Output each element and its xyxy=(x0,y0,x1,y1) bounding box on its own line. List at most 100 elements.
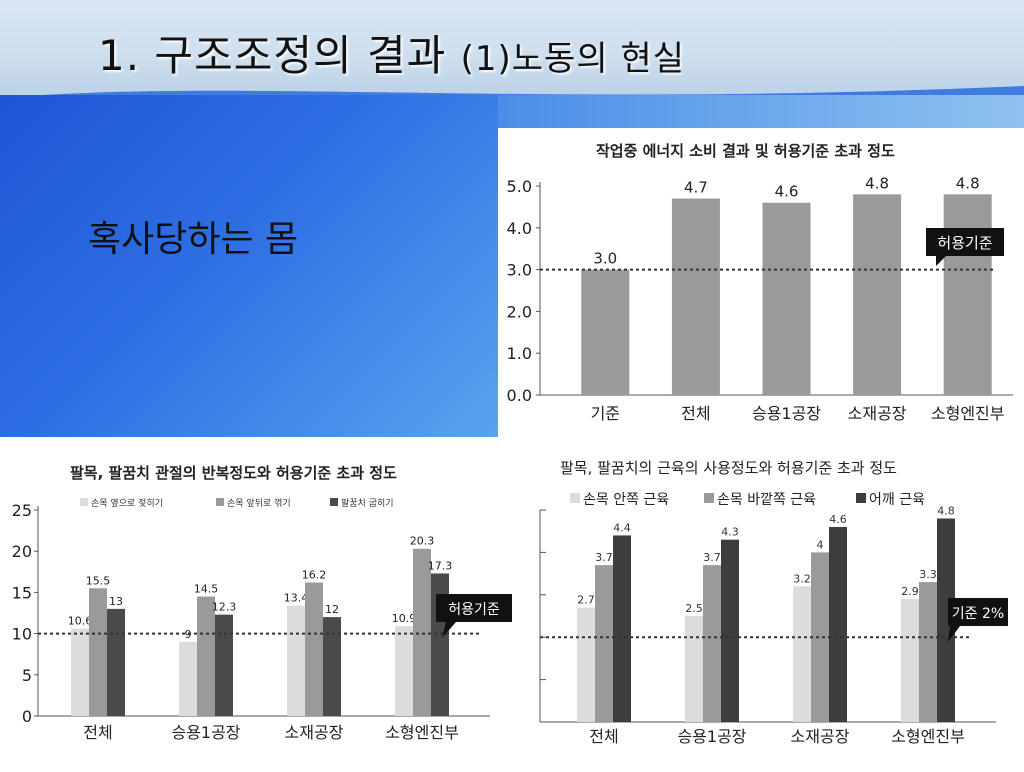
blue-panel xyxy=(0,95,498,437)
data-label: 14.5 xyxy=(194,583,219,596)
data-label: 16.2 xyxy=(302,569,327,582)
y-tick-label: 0.0 xyxy=(507,386,532,405)
title-main: 1. 구조조정의 결과 xyxy=(98,31,461,80)
chart-title: 팔목, 팔꿈치의 근육의 사용정도와 허용기준 초과 정도 xyxy=(560,459,897,477)
legend-label: 손목 옆으로 젖히기 xyxy=(91,497,163,509)
legend-swatch xyxy=(704,493,714,503)
y-tick-label: 2.0 xyxy=(507,302,532,321)
data-label: 4 xyxy=(817,538,824,551)
bar xyxy=(179,641,197,716)
bar xyxy=(811,552,829,722)
title-sub: (1)노동의 현실 xyxy=(460,39,685,79)
legend-label: 어깨 근육 xyxy=(869,492,925,508)
x-tick-label: 전체 xyxy=(589,727,618,746)
legend-label: 손목 앞뒤로 꺾기 xyxy=(227,497,291,509)
bar xyxy=(71,628,89,716)
data-label: 4.8 xyxy=(865,174,889,192)
legend-swatch xyxy=(216,498,224,506)
y-tick-label: 5 xyxy=(22,666,32,685)
data-label: 3.2 xyxy=(793,572,811,585)
energy-chart: 작업중 에너지 소비 결과 및 허용기준 초과 정도 0.0 1.0 2.0 3.0 4.… xyxy=(507,142,1013,423)
chart-title: 팔목, 팔꿈치 관절의 반복정도와 허용기준 초과 정도 xyxy=(70,464,397,482)
y-tick-label: 3.0 xyxy=(507,261,532,280)
data-label: 2.5 xyxy=(685,602,703,615)
data-label: 12 xyxy=(325,603,339,616)
bar xyxy=(413,548,431,716)
x-tick-label: 전체 xyxy=(681,404,710,423)
bar xyxy=(89,588,107,716)
x-tick-label: 승용1공장 xyxy=(677,727,746,746)
legend-label: 팔꿈치 굽히기 xyxy=(341,497,394,509)
bar xyxy=(395,626,413,716)
data-label: 13.4 xyxy=(284,592,309,605)
bar xyxy=(919,582,937,722)
data-label: 2.9 xyxy=(901,585,919,598)
data-label: 10.9 xyxy=(392,612,417,625)
x-tick-label: 전체 xyxy=(83,723,112,742)
bar xyxy=(793,586,811,722)
y-tick-label: 1.0 xyxy=(507,344,532,363)
x-tick-label: 소형엔진부 xyxy=(931,404,1005,423)
data-label: 20.3 xyxy=(410,535,435,548)
data-label: 17.3 xyxy=(428,559,453,572)
bar xyxy=(577,607,595,722)
bar xyxy=(671,198,720,395)
bar xyxy=(721,539,739,722)
threshold-label: 기준 2% xyxy=(952,606,1004,622)
legend-swatch xyxy=(330,498,338,506)
y-tick-label: 15 xyxy=(12,583,32,602)
x-tick-label: 기준 xyxy=(591,404,620,423)
y-tick-label: 20 xyxy=(12,542,32,561)
bar xyxy=(581,269,630,395)
slide-subtitle: 혹사당하는 몸 xyxy=(88,219,299,260)
threshold-label: 허용기준 xyxy=(448,602,500,618)
legend-swatch xyxy=(80,498,88,506)
y-tick-label: 10 xyxy=(12,625,32,644)
bar xyxy=(762,202,811,395)
bar xyxy=(943,194,992,395)
data-label: 4.6 xyxy=(829,513,847,526)
data-label: 4.6 xyxy=(775,183,799,201)
data-label: 3.3 xyxy=(919,568,937,581)
bar xyxy=(215,614,233,716)
y-tick-label: 0 xyxy=(22,707,32,726)
energy-chart-panel: 작업중 에너지 소비 결과 및 허용기준 초과 정도 0.0 1.0 2.0 3.0 4.… xyxy=(498,128,1024,438)
legend-swatch xyxy=(856,493,866,503)
legend-swatch xyxy=(570,493,580,503)
bar xyxy=(107,608,125,716)
data-label: 4.3 xyxy=(721,526,739,539)
header-background xyxy=(0,0,1024,100)
data-label: 3.7 xyxy=(595,551,613,564)
bar xyxy=(287,605,305,716)
data-label: 3.0 xyxy=(593,250,617,268)
bar xyxy=(323,617,341,716)
data-label: 4.8 xyxy=(956,174,980,192)
x-tick-label: 소형엔진부 xyxy=(385,723,459,742)
bar xyxy=(853,194,902,395)
bar xyxy=(595,565,613,722)
legend-label: 손목 바깥쪽 근육 xyxy=(717,492,816,508)
bar xyxy=(197,596,215,716)
data-label: 3.7 xyxy=(703,551,721,564)
data-label: 4.7 xyxy=(684,179,708,197)
x-tick-label: 소형엔진부 xyxy=(891,727,965,746)
data-label: 13 xyxy=(109,595,123,608)
data-label: 10.6 xyxy=(68,615,93,628)
x-tick-label: 승용1공장 xyxy=(752,404,821,423)
threshold-label: 허용기준 xyxy=(937,234,992,252)
data-label: 2.7 xyxy=(577,594,595,607)
threshold-callout xyxy=(948,598,1008,642)
x-tick-label: 승용1공장 xyxy=(171,723,240,742)
legend-label: 손목 안쪽 근육 xyxy=(583,492,669,508)
data-label: 4.4 xyxy=(613,521,631,534)
threshold-callout xyxy=(436,594,512,638)
bar xyxy=(305,582,323,716)
slide-title: 1. 구조조정의 결과 (1)노동의 현실 xyxy=(98,22,685,83)
x-tick-label: 소재공장 xyxy=(791,727,850,746)
y-tick-label: 5.0 xyxy=(507,177,532,196)
data-label: 15.5 xyxy=(86,574,111,587)
